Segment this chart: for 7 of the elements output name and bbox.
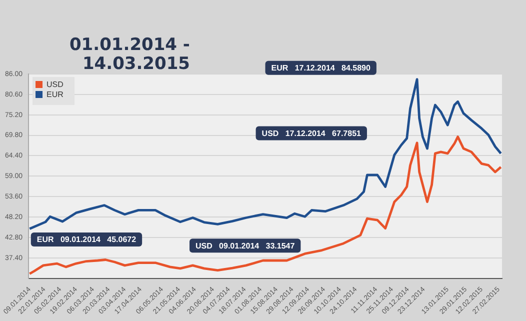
legend-label: USD — [46, 80, 64, 90]
text: EUR 17.12.2014 84.5890 — [271, 64, 371, 73]
annotation: EUR 09.01.2014 45.0672 — [36, 235, 137, 244]
legend-label: EUR — [46, 90, 64, 100]
annotation: USD 17.12.2014 67.7851 — [262, 128, 362, 138]
chart-title: 01.01.2014 - 14.03.2015 — [68, 35, 190, 74]
annotation: USD 09.01.2014 33.1547 — [196, 241, 296, 250]
